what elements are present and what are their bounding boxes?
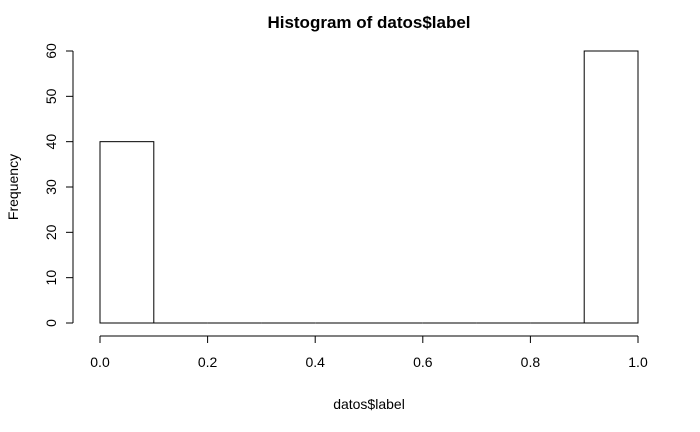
- y-tick-label: 50: [43, 88, 59, 104]
- x-tick-label: 0.6: [413, 354, 433, 370]
- x-axis: 0.0 0.2 0.4 0.6 0.8 1.0: [90, 335, 648, 370]
- bars-group: [99, 50, 639, 324]
- y-axis: 0 10 20 30 40 50 60: [43, 43, 74, 327]
- y-tick-label: 10: [43, 270, 59, 286]
- x-axis-label: datos$label: [333, 396, 405, 412]
- x-tick-label: 0.4: [305, 354, 325, 370]
- histogram-bar: [99, 141, 155, 324]
- y-tick-label: 0: [43, 319, 59, 327]
- y-tick-label: 40: [43, 134, 59, 150]
- histogram-bar: [583, 50, 639, 324]
- y-tick-label: 60: [43, 43, 59, 59]
- y-tick-label: 20: [43, 224, 59, 240]
- chart-title: Histogram of datos$label: [267, 13, 470, 32]
- x-tick-label: 0.8: [521, 354, 541, 370]
- y-axis-label: Frequency: [5, 154, 21, 220]
- y-tick-label: 30: [43, 179, 59, 195]
- x-tick-label: 1.0: [628, 354, 648, 370]
- x-tick-label: 0.0: [90, 354, 110, 370]
- x-tick-label: 0.2: [198, 354, 218, 370]
